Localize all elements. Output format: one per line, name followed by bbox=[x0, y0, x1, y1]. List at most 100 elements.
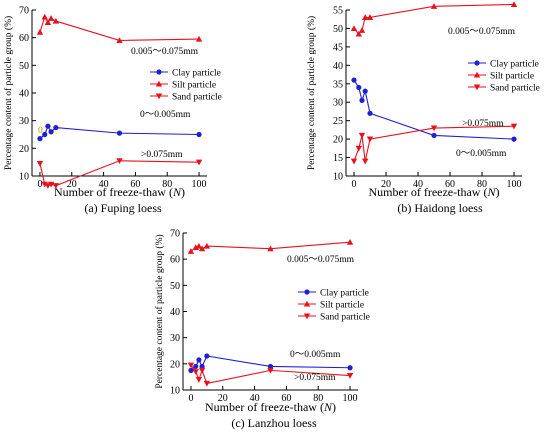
data-point bbox=[45, 123, 51, 129]
data-point bbox=[346, 373, 354, 379]
annotation: >0.075mm bbox=[294, 373, 336, 383]
x-tick-label: 20 bbox=[381, 179, 391, 190]
legend-label: Silt particle bbox=[320, 301, 364, 311]
chart-caption: (a) Fuping loess bbox=[84, 201, 162, 215]
legend-label: Sand particle bbox=[320, 313, 370, 323]
x-axis-label: Number of freeze-thaw (N) bbox=[205, 400, 336, 414]
annotation: 0.005～0.075mm bbox=[448, 27, 516, 37]
legend-label: Clay particle bbox=[172, 69, 221, 79]
y-tick-label: 40 bbox=[333, 61, 343, 72]
legend-swatch-marker bbox=[303, 313, 311, 320]
data-point bbox=[52, 183, 60, 189]
y-tick-label: 40 bbox=[19, 89, 29, 100]
legend-swatch-marker bbox=[155, 93, 163, 100]
x-tick-label: 100 bbox=[192, 179, 207, 190]
annotation: 0.005～0.075mm bbox=[287, 255, 355, 265]
legend-swatch-marker bbox=[304, 289, 310, 295]
series-silt-particle bbox=[350, 1, 518, 37]
x-tick-label: 60 bbox=[281, 393, 291, 404]
data-point bbox=[362, 158, 369, 165]
data-point bbox=[196, 131, 202, 138]
series-sand-particle bbox=[36, 158, 203, 189]
data-point bbox=[203, 380, 211, 387]
x-tick-label: 80 bbox=[313, 393, 323, 404]
data-point bbox=[430, 125, 438, 132]
y-tick-label: 55 bbox=[333, 6, 343, 17]
data-point bbox=[347, 365, 353, 371]
data-point bbox=[204, 353, 210, 359]
y-tick-label: 30 bbox=[19, 116, 29, 127]
x-tick-label: 60 bbox=[445, 179, 455, 190]
series-sand-particle bbox=[350, 123, 518, 165]
annotation: >0.075mm bbox=[141, 150, 183, 160]
x-tick-label: 60 bbox=[130, 179, 140, 190]
y-tick-label: 70 bbox=[19, 6, 29, 17]
data-point bbox=[195, 159, 203, 166]
data-point bbox=[350, 25, 358, 32]
data-point bbox=[195, 35, 203, 42]
y-tick-label: 60 bbox=[19, 33, 29, 44]
y-tick-label: 35 bbox=[333, 79, 343, 90]
data-point bbox=[430, 3, 438, 9]
data-point bbox=[188, 367, 194, 373]
data-point bbox=[195, 376, 203, 383]
y-tick-label: 20 bbox=[19, 144, 29, 155]
y-tick-label: 15 bbox=[333, 153, 343, 164]
data-point bbox=[41, 13, 48, 20]
annotation: 0～0.005mm bbox=[456, 149, 507, 159]
y-tick-label: 10 bbox=[19, 172, 29, 183]
data-point bbox=[510, 1, 518, 8]
data-point bbox=[356, 84, 362, 91]
legend-label: Sand particle bbox=[490, 84, 540, 94]
x-axis-label: Number of freeze-thaw (N) bbox=[54, 185, 185, 199]
x-tick-label: 40 bbox=[99, 179, 109, 190]
data-point bbox=[48, 129, 54, 135]
series-sand-particle bbox=[187, 362, 354, 387]
series-silt-particle bbox=[36, 13, 203, 43]
x-tick-label: 0 bbox=[37, 179, 42, 190]
legend-label: Sand particle bbox=[172, 93, 222, 103]
y-axis-label: Percentage content of particle group (%) bbox=[3, 16, 14, 170]
x-tick-label: 40 bbox=[413, 179, 423, 190]
series-clay-particle bbox=[351, 77, 517, 142]
chart-2: 0 20 40 60 80 100 10 15 20 25 30 35 40 45 50 55 Number o… bbox=[306, 1, 540, 215]
annotation: 0 bbox=[38, 126, 43, 136]
y-tick-label: 20 bbox=[333, 135, 343, 146]
data-point bbox=[362, 88, 368, 94]
y-tick-label: 30 bbox=[170, 333, 180, 344]
y-tick-label: 20 bbox=[170, 359, 180, 370]
data-point bbox=[36, 160, 44, 167]
y-tick-label: 45 bbox=[333, 42, 343, 53]
chart-caption: (b) Haidong loess bbox=[397, 201, 483, 215]
data-point bbox=[36, 28, 44, 35]
data-point bbox=[47, 181, 55, 188]
legend: Clay particle Silt particle Sand particle bbox=[298, 289, 370, 323]
data-point bbox=[42, 131, 48, 138]
annotation: 0～0.005mm bbox=[140, 110, 191, 120]
data-point bbox=[511, 136, 517, 142]
legend-swatch-marker bbox=[156, 69, 162, 75]
x-tick-label: 20 bbox=[67, 179, 77, 190]
chart-3: 0 20 40 60 80 100 10 20 30 40 50 60 70 Number of free… bbox=[154, 229, 370, 431]
legend-swatch-marker bbox=[303, 300, 311, 307]
data-point bbox=[267, 245, 274, 252]
chart-1: 0 20 40 60 80 100 10 20 30 40 50 60 70 Number of free… bbox=[3, 6, 222, 216]
series-silt-particle bbox=[187, 238, 354, 254]
y-tick-label: 10 bbox=[333, 172, 343, 183]
data-point bbox=[196, 357, 202, 363]
data-point bbox=[267, 367, 274, 374]
legend-label: Clay particle bbox=[490, 60, 539, 70]
legend-label: Silt particle bbox=[172, 81, 216, 91]
data-point bbox=[358, 27, 366, 33]
series-line bbox=[39, 160, 200, 187]
annotation: >0.075mm bbox=[462, 119, 504, 129]
data-point bbox=[346, 238, 354, 245]
y-tick-label: 50 bbox=[170, 281, 180, 292]
legend-label: Clay particle bbox=[320, 289, 369, 299]
legend-swatch-marker bbox=[155, 80, 163, 87]
data-point bbox=[359, 97, 365, 103]
series-line bbox=[39, 15, 200, 41]
x-tick-label: 100 bbox=[507, 179, 522, 190]
data-point bbox=[37, 136, 43, 142]
data-point bbox=[366, 14, 374, 20]
